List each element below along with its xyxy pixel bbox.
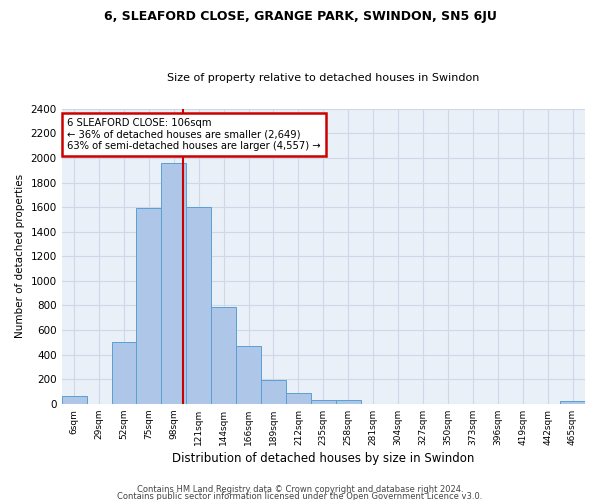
Text: 6 SLEAFORD CLOSE: 106sqm
← 36% of detached houses are smaller (2,649)
63% of sem: 6 SLEAFORD CLOSE: 106sqm ← 36% of detach… <box>67 118 320 151</box>
Bar <box>211 306 236 404</box>
Title: Size of property relative to detached houses in Swindon: Size of property relative to detached ho… <box>167 73 479 83</box>
Text: 6, SLEAFORD CLOSE, GRANGE PARK, SWINDON, SN5 6JU: 6, SLEAFORD CLOSE, GRANGE PARK, SWINDON,… <box>104 10 496 23</box>
Bar <box>286 393 311 404</box>
Bar <box>112 342 136 404</box>
Bar <box>560 400 585 404</box>
Bar <box>311 400 336 404</box>
Text: Contains public sector information licensed under the Open Government Licence v3: Contains public sector information licen… <box>118 492 482 500</box>
Bar <box>136 208 161 404</box>
Y-axis label: Number of detached properties: Number of detached properties <box>15 174 25 338</box>
Bar <box>62 396 86 404</box>
Bar <box>261 380 286 404</box>
X-axis label: Distribution of detached houses by size in Swindon: Distribution of detached houses by size … <box>172 452 475 465</box>
Bar <box>336 400 361 404</box>
Bar <box>161 163 186 404</box>
Bar <box>236 346 261 404</box>
Text: Contains HM Land Registry data © Crown copyright and database right 2024.: Contains HM Land Registry data © Crown c… <box>137 484 463 494</box>
Bar <box>186 207 211 404</box>
